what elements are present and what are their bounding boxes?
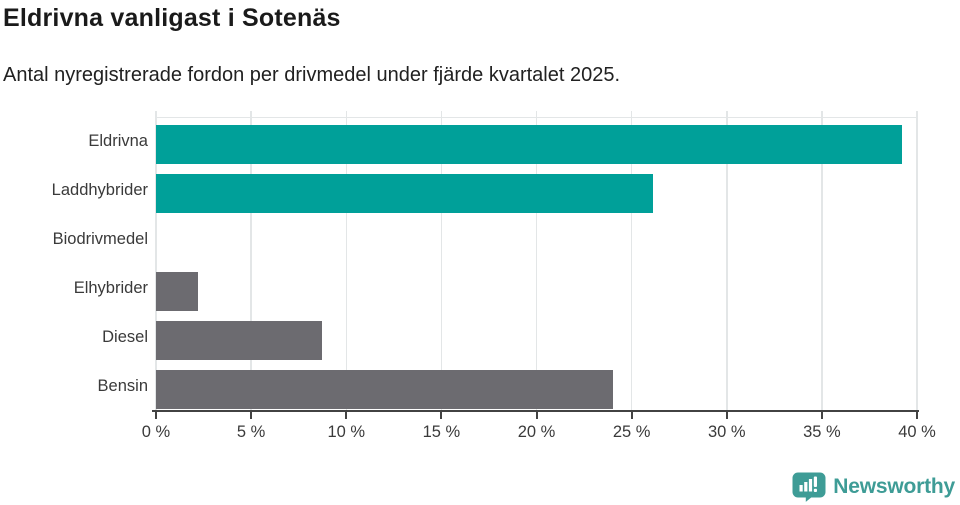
bar <box>156 370 613 409</box>
category-label: Biodrivmedel <box>52 230 148 248</box>
brand-name: Newsworthy <box>833 475 955 498</box>
category-label: Bensin <box>97 377 148 395</box>
bar <box>156 174 653 213</box>
category-label: Laddhybrider <box>51 181 148 199</box>
plot-area <box>155 111 918 412</box>
category-label: Elhybrider <box>73 279 148 297</box>
gridline <box>726 111 728 412</box>
gridline <box>916 111 918 412</box>
axis-tick-label: 30 % <box>707 423 746 441</box>
axis-tick-label: 25 % <box>612 423 651 441</box>
chart-subtitle: Antal nyregistrerade fordon per drivmede… <box>3 64 621 86</box>
axis-tick-label: 20 % <box>517 423 556 441</box>
gridline <box>155 111 157 412</box>
category-label: Diesel <box>102 328 148 346</box>
logo-bar-small <box>799 485 803 492</box>
axis-tick-label: 0 % <box>141 423 171 441</box>
axis-tick-label: 40 % <box>898 423 936 441</box>
axis-tick <box>535 410 538 419</box>
gridline <box>630 111 633 412</box>
bar <box>156 321 322 360</box>
gridline <box>821 111 823 412</box>
axis-tick-label: 5 % <box>236 423 266 441</box>
gridline <box>440 111 443 412</box>
logo-exclamation-dot <box>814 488 818 492</box>
gridline <box>345 111 347 412</box>
axis-tick <box>725 410 728 419</box>
axis-tick <box>345 410 348 419</box>
logo-exclamation-stroke <box>814 476 818 487</box>
bar <box>156 272 198 311</box>
axis-tick <box>440 410 443 419</box>
axis-tick-label: 35 % <box>803 423 841 441</box>
category-label: Eldrivna <box>88 132 148 150</box>
axis-tick-label: 15 % <box>422 423 461 441</box>
axis-tick <box>155 410 157 419</box>
axis-tick <box>630 410 633 419</box>
axis-tick <box>916 410 918 419</box>
axis-tick-label: 10 % <box>327 423 366 441</box>
logo-bar-large <box>809 479 813 492</box>
bar <box>156 125 902 164</box>
gridline <box>250 111 252 412</box>
axis-tick <box>250 410 253 419</box>
axis-tick <box>820 410 823 419</box>
gridline <box>535 111 538 412</box>
brand-footer: Newsworthy <box>792 472 955 502</box>
chart-title: Eldrivna vanligast i Sotenäs <box>3 4 341 32</box>
newsworthy-logo-icon <box>792 472 826 502</box>
logo-bar-medium <box>804 482 808 492</box>
